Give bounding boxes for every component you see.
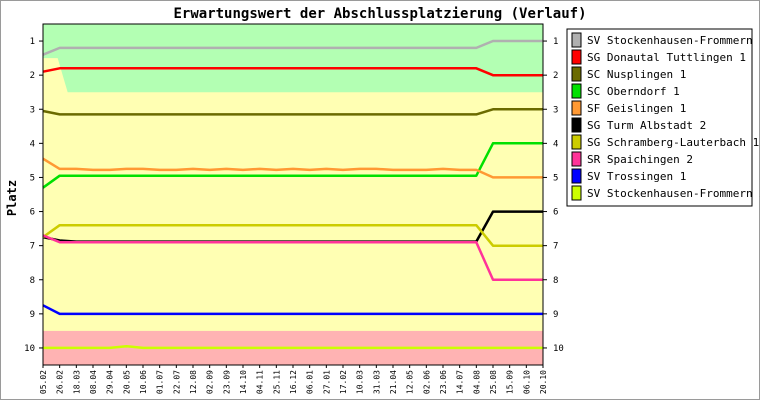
legend-swatch [571, 117, 582, 133]
x-tick-label: 10.06 [139, 370, 148, 394]
chart-title: Erwartungswert der Abschlussplatzierung … [173, 6, 586, 22]
legend-label: SG Schramberg-Lauterbach 1 [587, 136, 759, 149]
x-tick-label: 23.09 [222, 370, 231, 394]
series-line-2 [42, 67, 543, 77]
legend-swatch [571, 32, 582, 48]
legend-label: SC Oberndorf 1 [587, 85, 680, 98]
x-tick-label: 12.08 [189, 370, 198, 394]
x-tick-label: 31.03 [372, 370, 381, 394]
legend-label: SC Nusplingen 1 [587, 68, 686, 81]
x-tick-label: 02.06 [422, 370, 431, 394]
series-line-8 [42, 234, 543, 282]
legend-swatch [571, 151, 582, 167]
y-tick-label-right: 9 [553, 310, 558, 320]
legend-label: SV Stockenhausen-Frommern 2 [587, 187, 760, 200]
x-tick-label: 27.01 [322, 370, 331, 394]
series-line-3 [42, 108, 543, 116]
x-tick-label: 15.09 [506, 370, 515, 394]
x-tick-label: 16.12 [289, 370, 298, 394]
x-tick-label: 04.11 [256, 370, 265, 394]
x-tick-label: 18.03 [72, 370, 81, 394]
x-tick-label: 04.08 [472, 370, 481, 394]
y-tick-label-left: 2 [30, 71, 35, 81]
legend-label: SG Turm Albstadt 2 [587, 119, 706, 132]
x-tick-label: 06.10 [522, 370, 531, 394]
zone-backgrounds [43, 24, 543, 365]
legend-swatch [571, 185, 582, 201]
y-tick-label-left: 5 [30, 173, 35, 183]
series-line-5 [42, 157, 543, 179]
legend-swatch [571, 66, 582, 82]
x-tick-label: 01.07 [156, 370, 165, 394]
legend-label: SV Stockenhausen-Frommern 1 [587, 34, 760, 47]
y-tick-label-right: 10 [553, 344, 564, 354]
series-line-4 [42, 142, 543, 189]
legend-swatch [571, 134, 582, 150]
x-tick-label: 25.11 [272, 370, 281, 394]
legend-swatch [571, 100, 582, 116]
x-tick-label: 02.09 [206, 370, 215, 394]
legend: SV Stockenhausen-Frommern 1 SG Donautal T… [566, 28, 760, 207]
y-tick-label-right: 4 [553, 139, 558, 149]
x-tick-label: 23.06 [439, 370, 448, 394]
y-axis-label: Platz [5, 180, 19, 216]
series-line-7 [42, 223, 543, 247]
y-tick-label-left: 1 [30, 37, 35, 47]
x-tick-label: 17.02 [339, 370, 348, 394]
y-tick-label-right: 6 [553, 208, 558, 218]
x-tick-label: 20.10 [539, 370, 548, 394]
y-tick-label-right: 1 [553, 37, 558, 47]
axes [39, 23, 547, 368]
legend-label: SF Geislingen 1 [587, 102, 686, 115]
y-tick-labels-left: 1 2 3 4 5 6 7 8 9 10 [24, 37, 35, 354]
y-tick-label-left: 6 [30, 208, 35, 218]
y-tick-label-left: 4 [30, 139, 35, 149]
y-tick-label-left: 8 [30, 276, 35, 286]
x-tick-label: 08.04 [89, 370, 98, 394]
y-tick-labels-right: 1 2 3 4 5 6 7 8 9 10 [553, 37, 564, 354]
y-tick-label-right: 3 [553, 105, 558, 115]
x-tick-label: 14.10 [239, 370, 248, 394]
zone-promotion [43, 24, 543, 93]
x-tick-label: 20.05 [122, 370, 131, 394]
legend-box [566, 28, 753, 207]
legend-label: SG Donautal Tuttlingen 1 [587, 51, 746, 64]
legend-label: SR Spaichingen 2 [587, 153, 693, 166]
series-line-9 [42, 304, 543, 316]
y-tick-label-right: 2 [553, 71, 558, 81]
y-tick-label-right: 8 [553, 276, 558, 286]
y-tick-label-right: 7 [553, 242, 558, 252]
x-tick-label: 21.04 [389, 370, 398, 394]
legend-swatch [571, 83, 582, 99]
x-tick-label: 29.04 [106, 370, 115, 394]
x-tick-label: 14.07 [456, 370, 465, 394]
x-tick-label: 05.02 [39, 370, 48, 394]
y-tick-label-right: 5 [553, 173, 558, 183]
x-tick-label: 22.07 [172, 370, 181, 394]
legend-swatch [571, 168, 582, 184]
y-tick-label-left: 10 [24, 344, 35, 354]
x-tick-label: 06.01 [306, 370, 315, 394]
series-lines [42, 39, 543, 350]
y-tick-label-left: 3 [30, 105, 35, 115]
x-tick-label: 10.03 [356, 370, 365, 394]
legend-label: SV Trossingen 1 [587, 170, 686, 183]
legend-swatch [571, 49, 582, 65]
x-tick-labels: 05.02 26.02 18.03 08.04 29.04 20.05 10.06 01.07… [39, 370, 548, 394]
y-tick-label-left: 9 [30, 310, 35, 320]
series-line-1 [42, 39, 543, 56]
x-tick-label: 26.02 [56, 370, 65, 394]
x-tick-label: 12.05 [406, 370, 415, 394]
series-line-10 [43, 344, 543, 350]
x-tick-label: 25.08 [489, 370, 498, 394]
y-tick-label-left: 7 [30, 242, 35, 252]
